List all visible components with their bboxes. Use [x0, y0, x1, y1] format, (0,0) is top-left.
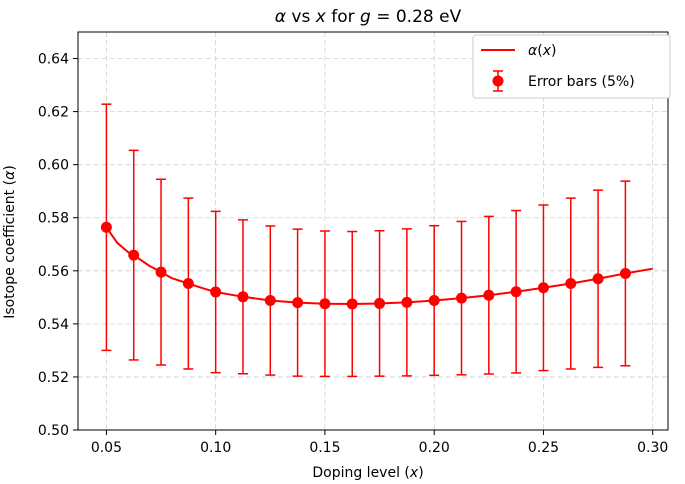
title-var: x [315, 7, 327, 27]
data-point [401, 296, 413, 308]
plot-series [100, 103, 653, 378]
x-tick-label: 0.10 [200, 440, 231, 456]
x-tick-label: 0.05 [91, 440, 122, 456]
title-g: g [360, 7, 371, 27]
legend-marker [492, 75, 504, 87]
x-tick-label: 0.15 [309, 440, 340, 456]
y-tick-label: 0.64 [38, 52, 69, 68]
x-tick-label: 0.20 [419, 440, 450, 456]
y-tick-label: 0.52 [38, 370, 69, 386]
legend-alpha-greek: α [528, 43, 538, 59]
data-point [565, 278, 577, 290]
data-point [510, 286, 522, 298]
data-point [346, 298, 358, 310]
ylabel-text: Isotope coefficient ( [2, 180, 18, 319]
data-point [237, 291, 249, 303]
x-tick-label: 0.30 [637, 440, 668, 456]
data-point [483, 289, 495, 301]
x-axis-label: Doping level (x) [312, 465, 423, 481]
data-point [128, 249, 140, 261]
legend-label-errorbars: Error bars (5%) [528, 74, 635, 90]
y-tick-label: 0.56 [38, 264, 69, 280]
data-point [210, 286, 222, 298]
plot-area-frame [77, 31, 669, 431]
x-tick-label: 0.25 [528, 440, 559, 456]
y-tick-label: 0.58 [38, 211, 69, 227]
y-axis-label: Isotope coefficient (α) [2, 165, 18, 319]
data-point [374, 297, 386, 309]
legend-box [472, 34, 671, 99]
legend-label-alpha: α(x) [528, 43, 556, 59]
xlabel-text: Doping level ( [312, 465, 410, 481]
data-point [155, 266, 167, 278]
data-point [292, 297, 304, 309]
title-mid: vs [286, 7, 316, 27]
legend-alpha-open: ( [537, 43, 542, 59]
ylabel-close: ) [2, 165, 18, 170]
legend-alpha-var: x [542, 43, 552, 59]
axis-ticks: 0.05 0.10 0.15 0.20 0.25 0.30 0.50 0.52 0.54 0.56… [38, 52, 668, 456]
data-point [428, 295, 440, 307]
ylabel-greek: α [2, 170, 18, 180]
legend: α(x) Error bars (5%) [472, 34, 671, 99]
y-tick-label: 0.54 [38, 317, 69, 333]
data-point [182, 278, 194, 290]
data-point [537, 282, 549, 294]
title-rest: = 0.28 eV [371, 7, 462, 27]
data-point [319, 298, 331, 310]
y-tick-label: 0.62 [38, 105, 69, 121]
title-for: for [326, 7, 360, 27]
data-point [100, 221, 112, 233]
data-point [264, 295, 276, 307]
xlabel-close: ) [418, 465, 423, 481]
data-point [619, 267, 631, 279]
title-greek: α [275, 7, 286, 27]
y-tick-label: 0.50 [38, 423, 69, 439]
legend-alpha-close: ) [551, 43, 556, 59]
y-tick-label: 0.60 [38, 158, 69, 174]
chart-title: α vs x for g = 0.28 eV [275, 7, 462, 27]
data-point [456, 292, 467, 304]
data-point [592, 273, 604, 285]
xlabel-var: x [409, 465, 419, 481]
